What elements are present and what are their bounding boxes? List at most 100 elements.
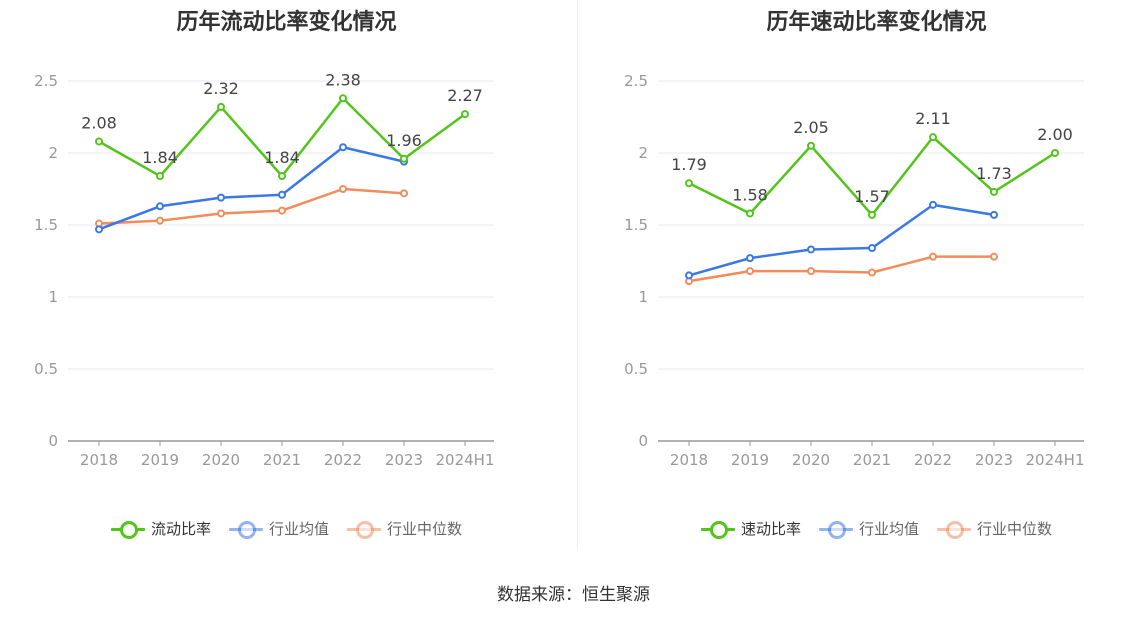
panel-divider (577, 0, 578, 548)
data-label: 2.08 (81, 113, 117, 132)
data-point (217, 209, 225, 218)
data-point (807, 267, 815, 276)
series-line (98, 187, 405, 225)
data-point (868, 268, 876, 277)
legend-label: 流动比率 (150, 520, 211, 538)
data-point (746, 254, 754, 263)
y-tick-label: 2 (638, 144, 648, 162)
y-tick-label: 2.5 (624, 72, 648, 90)
data-label: 1.84 (142, 148, 178, 167)
data-point (339, 143, 347, 152)
legend-marker-icon (700, 520, 735, 539)
data-point (746, 209, 754, 218)
data-point (95, 137, 103, 146)
legend-marker-icon (347, 520, 381, 539)
y-tick-label: 0.5 (624, 360, 648, 378)
y-tick-label: 0 (638, 432, 648, 450)
data-label: 2.32 (203, 79, 239, 98)
y-tick-label: 1.5 (34, 216, 58, 234)
chart-title: 历年速动比率变化情况 (766, 10, 987, 35)
data-point (868, 244, 876, 253)
y-tick-label: 0 (48, 432, 58, 450)
data-label: 1.58 (732, 185, 768, 204)
x-tick-label: 2018 (670, 451, 708, 469)
data-label: 2.38 (325, 70, 361, 89)
data-label: 2.27 (447, 86, 483, 105)
y-tick-label: 1 (638, 288, 648, 306)
legend-item[interactable]: 行业中位数 (937, 518, 1052, 539)
x-tick-label: 2024H1 (436, 451, 495, 469)
legend-marker-icon (937, 520, 971, 539)
legend-label: 速动比率 (740, 520, 801, 538)
data-point (400, 189, 408, 198)
legend-item[interactable]: 行业均值 (228, 518, 329, 539)
data-point (807, 141, 815, 150)
data-point (278, 172, 286, 181)
data-label: 1.96 (386, 131, 422, 150)
series-line (98, 145, 405, 231)
data-point (156, 216, 164, 225)
data-point (929, 252, 937, 261)
data-point (1051, 149, 1059, 157)
legend-item[interactable]: 行业中位数 (347, 518, 462, 539)
x-tick-label: 2024H1 (1026, 451, 1085, 469)
data-point (156, 202, 164, 211)
x-tick-label: 2023 (975, 451, 1013, 469)
x-tick-label: 2021 (263, 451, 301, 469)
series-line (688, 203, 995, 277)
x-tick-label: 2022 (324, 451, 362, 469)
data-point (868, 210, 876, 219)
legend-marker-icon (110, 520, 145, 539)
data-point (278, 206, 286, 215)
data-point (990, 187, 998, 196)
data-label: 2.11 (915, 109, 951, 128)
data-label: 2.05 (793, 118, 829, 137)
legend-label: 行业中位数 (977, 520, 1053, 538)
x-tick-label: 2022 (914, 451, 952, 469)
x-tick-label: 2019 (141, 451, 179, 469)
x-tick-label: 2023 (385, 451, 423, 469)
data-point (929, 133, 937, 142)
data-point (929, 200, 937, 209)
legend-marker-icon (818, 520, 853, 539)
legend-label: 行业均值 (268, 520, 329, 538)
data-label: 1.79 (671, 155, 707, 174)
y-tick-label: 1.5 (624, 216, 648, 234)
data-label: 1.84 (264, 148, 300, 167)
data-label: 2.00 (1037, 125, 1073, 144)
quick-ratio-panel: 历年速动比率变化情况 0 0.5 1 1.5 2 2.5 2018 2019 2020 2021 2… (590, 0, 1147, 560)
data-point (461, 110, 469, 119)
y-tick-label: 1 (48, 288, 58, 306)
data-point (278, 190, 286, 199)
data-point (217, 193, 225, 202)
x-tick-label: 2020 (202, 451, 240, 469)
data-point (217, 102, 225, 111)
legend-item[interactable]: 速动比率 (700, 518, 801, 539)
legend-item[interactable]: 流动比率 (110, 518, 211, 539)
data-point (990, 210, 998, 219)
data-point (400, 154, 408, 163)
legend-label: 行业均值 (858, 520, 919, 538)
x-tick-label: 2019 (731, 451, 769, 469)
x-tick-label: 2021 (853, 451, 891, 469)
data-point (95, 225, 103, 234)
data-label: 1.73 (976, 164, 1012, 183)
chart-legend: 速动比率 行业均值 行业中位数 (590, 518, 1147, 539)
legend-marker-icon (228, 520, 263, 539)
data-point (685, 271, 693, 280)
x-tick-label: 2020 (792, 451, 830, 469)
y-tick-label: 0.5 (34, 360, 58, 378)
data-point (746, 267, 754, 276)
series-line (688, 255, 994, 283)
x-tick-label: 2018 (80, 451, 118, 469)
y-tick-label: 2.5 (34, 72, 58, 90)
chart-legend: 流动比率 行业均值 行业中位数 (0, 518, 573, 539)
legend-item[interactable]: 行业均值 (818, 518, 919, 539)
data-point (685, 179, 693, 188)
current-ratio-panel: 历年流动比率变化情况 0 0.5 1 1.5 2 2.5 2018 2019 2020 2021 2… (0, 0, 573, 560)
y-tick-label: 2 (48, 144, 58, 162)
current-ratio-chart: 0 0.5 1 1.5 2 2.5 2018 2019 2020 2021 2022 2023 2024… (34, 70, 495, 469)
data-point (156, 172, 164, 181)
quick-ratio-chart: 0 0.5 1 1.5 2 2.5 2018 2019 2020 2021 2022 2023 2024… (624, 72, 1085, 469)
data-point (990, 252, 998, 261)
